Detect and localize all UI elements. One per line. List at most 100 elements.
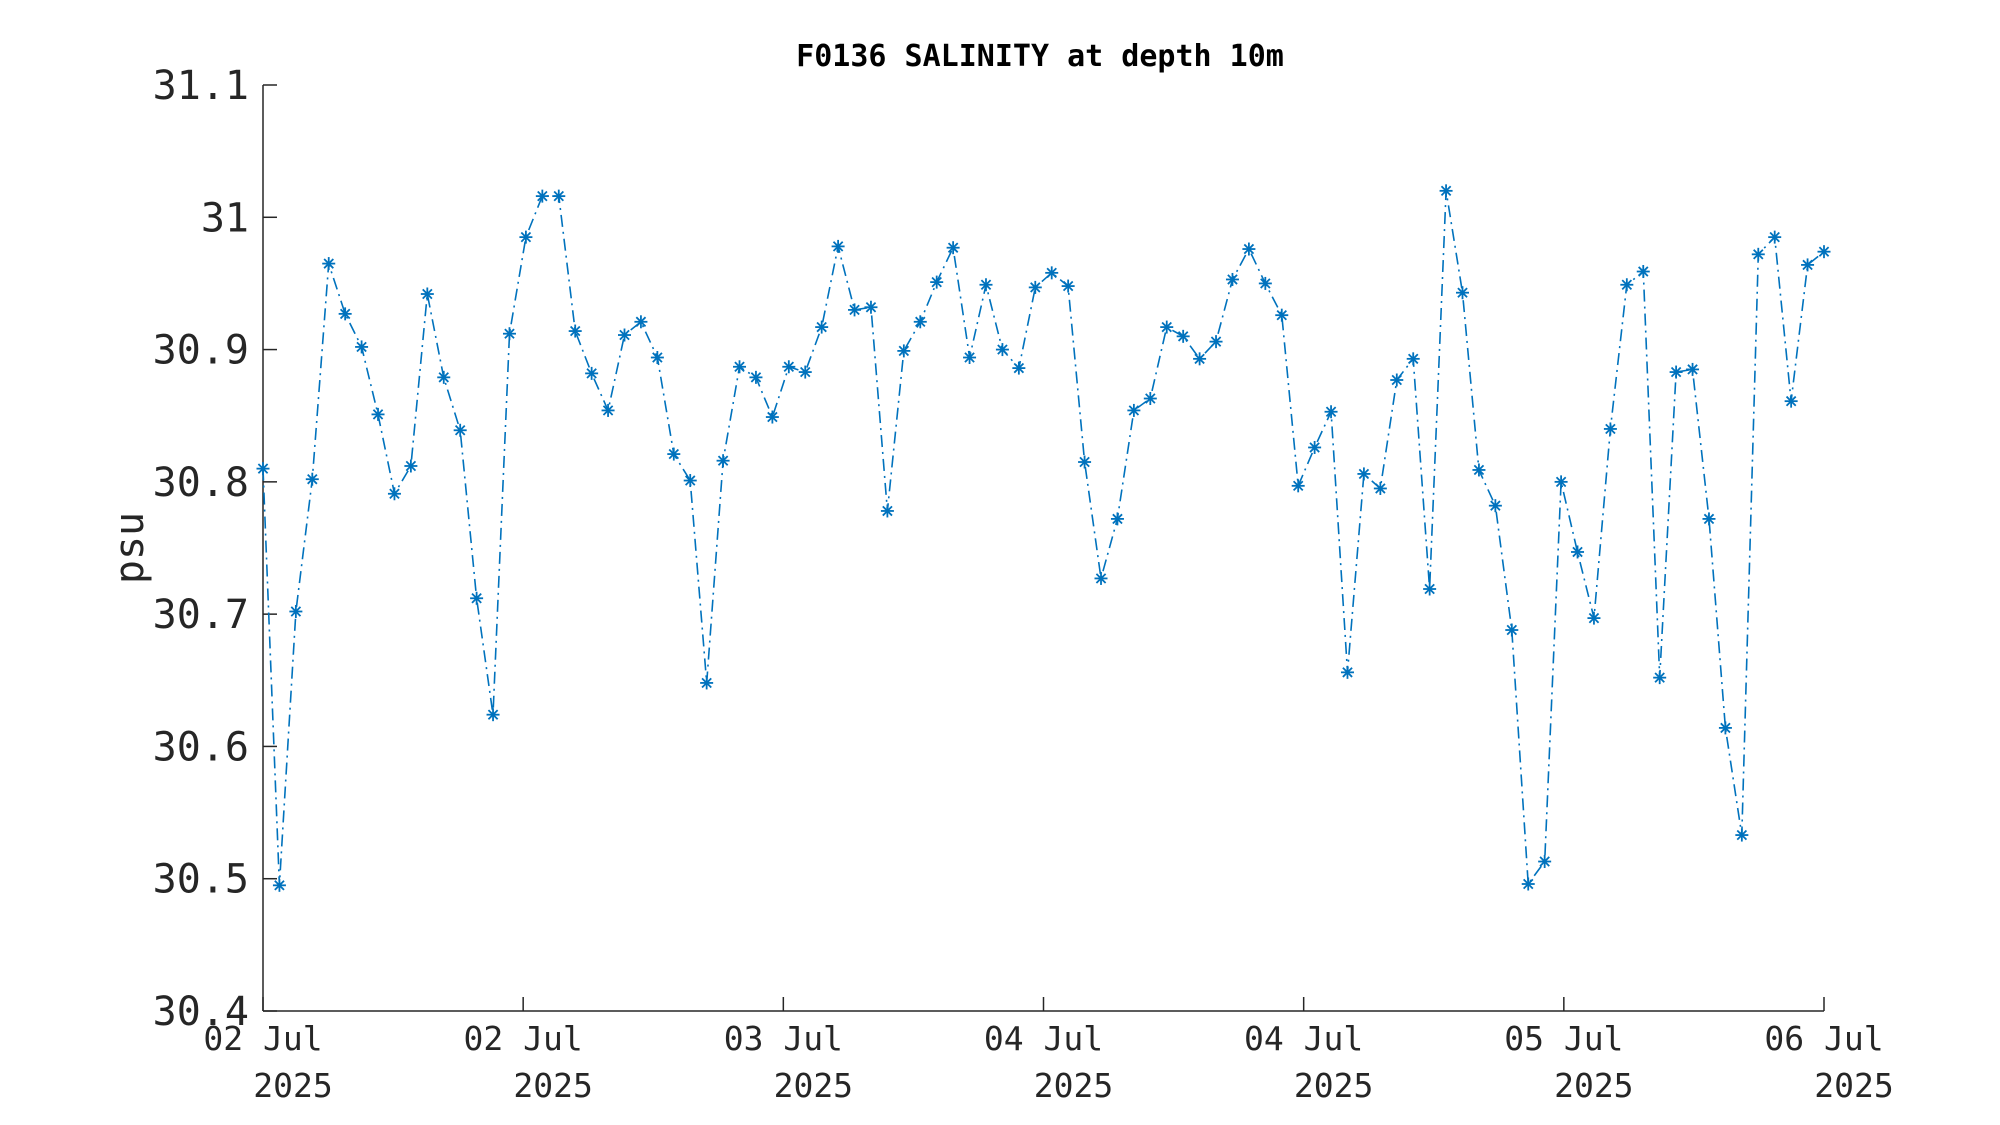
data-point-marker bbox=[749, 370, 763, 384]
data-point-marker bbox=[486, 708, 500, 722]
series-line bbox=[262, 190, 1825, 887]
data-point-marker bbox=[1061, 279, 1075, 293]
data-point-marker bbox=[1751, 247, 1765, 261]
data-point-marker bbox=[1127, 403, 1141, 417]
data-point-marker bbox=[716, 454, 730, 468]
data-point-marker bbox=[256, 462, 270, 476]
data-point-marker bbox=[1456, 286, 1470, 300]
data-point-marker bbox=[470, 591, 484, 605]
y-tick-label: 31.1 bbox=[153, 63, 249, 109]
data-point-marker bbox=[782, 360, 796, 374]
data-point-marker bbox=[1784, 394, 1798, 408]
x-tick-label: 06 Jul bbox=[1764, 1019, 1883, 1058]
data-point-marker bbox=[355, 340, 369, 354]
data-point-marker bbox=[930, 275, 944, 289]
data-point-marker bbox=[831, 239, 845, 253]
data-point-marker bbox=[1686, 362, 1700, 376]
data-point-marker bbox=[1242, 242, 1256, 256]
x-tick-label: 02 Jul bbox=[203, 1019, 322, 1058]
data-point-marker bbox=[1143, 392, 1157, 406]
data-point-marker bbox=[700, 676, 714, 690]
data-point-marker bbox=[667, 447, 681, 461]
data-point-marker bbox=[1735, 828, 1749, 842]
data-point-marker bbox=[634, 315, 648, 329]
x-ticks: 02 Jul 2025 02 Jul 2025 03 Jul 2025 04 Jul 2025… bbox=[203, 997, 1894, 1105]
data-point-marker bbox=[1209, 335, 1223, 349]
data-point-marker bbox=[1702, 512, 1716, 526]
data-point-marker bbox=[1423, 582, 1437, 596]
data-point-marker bbox=[1357, 467, 1371, 481]
data-point-marker bbox=[1521, 877, 1535, 891]
data-point-marker bbox=[650, 351, 664, 365]
data-point-marker bbox=[1554, 475, 1568, 489]
data-point-marker bbox=[289, 604, 303, 618]
data-point-marker bbox=[1636, 265, 1650, 279]
data-point-marker bbox=[387, 487, 401, 501]
data-point-marker bbox=[864, 300, 878, 314]
data-point-marker bbox=[765, 410, 779, 424]
x-tick-label: 04 Jul bbox=[984, 1019, 1103, 1058]
data-point-marker bbox=[946, 241, 960, 255]
data-point-marker bbox=[963, 351, 977, 365]
data-point-marker bbox=[1340, 665, 1354, 679]
data-point-marker bbox=[1308, 440, 1322, 454]
axes bbox=[262, 85, 1824, 1012]
data-point-marker bbox=[1538, 855, 1552, 869]
y-tick-label: 30.4 bbox=[153, 989, 249, 1035]
y-ticks: 30.4 30.5 30.6 30.7 30.8 30.9 31 31.1 bbox=[153, 63, 277, 1035]
data-point-marker bbox=[1620, 278, 1634, 292]
data-point-marker bbox=[322, 257, 336, 271]
data-point-marker bbox=[913, 315, 927, 329]
data-point-marker bbox=[437, 370, 451, 384]
data-point-marker bbox=[568, 324, 582, 338]
y-tick-label: 30.5 bbox=[153, 857, 249, 903]
data-point-marker bbox=[1603, 422, 1617, 436]
data-point-marker bbox=[1653, 671, 1667, 685]
y-tick-label: 30.9 bbox=[153, 328, 249, 374]
data-point-marker bbox=[1801, 258, 1815, 272]
y-tick-label: 30.6 bbox=[153, 724, 249, 770]
data-point-marker bbox=[502, 327, 516, 341]
data-point-marker bbox=[1110, 512, 1124, 526]
y-tick-label: 31 bbox=[201, 195, 249, 241]
data-point-marker bbox=[1291, 479, 1305, 493]
x-tick-year-label: 2025 bbox=[513, 1066, 592, 1105]
data-point-marker bbox=[1225, 272, 1239, 286]
data-point-marker bbox=[601, 403, 615, 417]
data-point-marker bbox=[1045, 266, 1059, 280]
data-point-marker bbox=[552, 189, 566, 203]
data-point-marker bbox=[1373, 481, 1387, 495]
data-point-marker bbox=[880, 504, 894, 518]
data-point-marker bbox=[848, 303, 862, 317]
data-point-marker bbox=[585, 366, 599, 380]
data-point-marker bbox=[1275, 308, 1289, 322]
data-point-marker bbox=[617, 328, 631, 342]
plot-area bbox=[256, 184, 1831, 892]
data-point-marker bbox=[1817, 245, 1831, 259]
data-point-marker bbox=[1258, 276, 1272, 290]
data-point-marker bbox=[1078, 455, 1092, 469]
data-point-marker bbox=[420, 287, 434, 301]
x-tick-year-label: 2025 bbox=[253, 1066, 332, 1105]
data-point-marker bbox=[1176, 329, 1190, 343]
data-point-marker bbox=[1472, 463, 1486, 477]
data-point-marker bbox=[995, 343, 1009, 357]
data-point-marker bbox=[897, 344, 911, 358]
data-point-marker bbox=[1028, 280, 1042, 294]
data-point-marker bbox=[683, 474, 697, 488]
data-point-marker bbox=[1768, 230, 1782, 244]
data-point-marker bbox=[305, 472, 319, 486]
data-point-marker bbox=[1571, 545, 1585, 559]
data-point-marker bbox=[733, 360, 747, 374]
data-point-marker bbox=[272, 878, 286, 892]
data-point-marker bbox=[815, 320, 829, 334]
data-point-marker bbox=[1390, 373, 1404, 387]
data-point-marker bbox=[371, 407, 385, 421]
y-tick-label: 30.8 bbox=[153, 460, 249, 506]
data-point-marker bbox=[1587, 611, 1601, 625]
data-point-marker bbox=[1193, 352, 1207, 366]
data-point-marker bbox=[1094, 571, 1108, 585]
data-point-marker bbox=[453, 423, 467, 437]
data-point-marker bbox=[1718, 721, 1732, 735]
